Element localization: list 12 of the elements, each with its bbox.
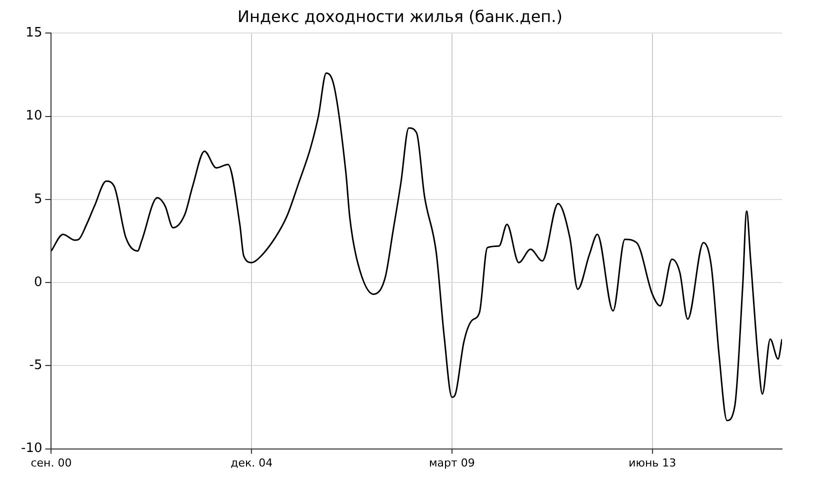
y-tick-label: 5: [34, 192, 42, 207]
y-tick-label: 0: [34, 274, 42, 290]
x-tick-label: дек. 04: [230, 456, 273, 470]
y-tick-label: 10: [26, 108, 42, 124]
x-tick-label: июнь 13: [628, 456, 676, 470]
x-tick-label: сен. 00: [30, 456, 72, 470]
line-series: [51, 72, 782, 422]
chart-title: Индекс доходности жилья (банк.деп.): [238, 6, 562, 26]
x-tick-label: март 09: [429, 456, 475, 470]
y-tick-label: 15: [26, 26, 42, 41]
y-tick-label: -10: [21, 441, 42, 456]
y-tick-label: -5: [29, 358, 42, 374]
